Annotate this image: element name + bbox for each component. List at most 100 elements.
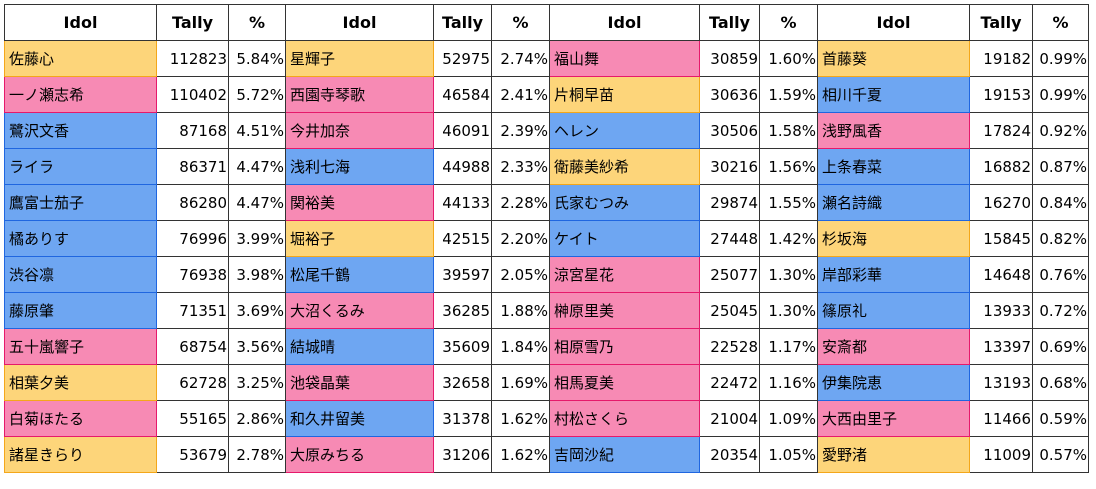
- idol-name-cell: 藤原肇: [4, 292, 157, 329]
- tally-cell: 22472: [699, 364, 760, 401]
- percent-cell: 1.05%: [759, 436, 818, 473]
- percent-header: %: [228, 4, 286, 41]
- table-row: 藤原肇 71351 3.69% 大沼くるみ 36285 1.88% 榊原里美 25045 1.3…: [4, 292, 1089, 329]
- percent-cell: 4.47%: [228, 148, 286, 185]
- percent-cell: 2.86%: [228, 400, 286, 437]
- percent-cell: 0.99%: [1032, 40, 1089, 77]
- tally-cell: 46091: [433, 112, 492, 149]
- tally-cell: 112823: [156, 40, 229, 77]
- tally-cell: 17824: [969, 112, 1033, 149]
- tally-cell: 13397: [969, 328, 1033, 365]
- ranking-board: Idol Tally % Idol Tally % Idol Tally % I…: [4, 4, 1089, 485]
- percent-cell: 1.62%: [491, 400, 550, 437]
- ranking-table: Idol Tally % Idol Tally % Idol Tally % I…: [4, 4, 1089, 473]
- idol-name-cell: 松尾千鶴: [285, 256, 434, 293]
- idol-name-cell: 村松さくら: [549, 400, 700, 437]
- idol-name-cell: 橘ありす: [4, 220, 157, 257]
- idol-name-cell: 篠原礼: [817, 292, 970, 329]
- table-row: 相葉夕美 62728 3.25% 池袋晶葉 32658 1.69% 相馬夏美 22472 1.1…: [4, 364, 1089, 401]
- tally-header: Tally: [969, 4, 1033, 41]
- tally-cell: 30506: [699, 112, 760, 149]
- idol-name-cell: ライラ: [4, 148, 157, 185]
- percent-cell: 0.87%: [1032, 148, 1089, 185]
- table-row: 鷹富士茄子 86280 4.47% 関裕美 44133 2.28% 氏家むつみ 29874 1.…: [4, 184, 1089, 221]
- idol-name-cell: 大沼くるみ: [285, 292, 434, 329]
- tally-cell: 30216: [699, 148, 760, 185]
- percent-cell: 1.09%: [759, 400, 818, 437]
- tally-cell: 27448: [699, 220, 760, 257]
- tally-cell: 44133: [433, 184, 492, 221]
- idol-name-cell: ヘレン: [549, 112, 700, 149]
- percent-cell: 4.51%: [228, 112, 286, 149]
- tally-cell: 52975: [433, 40, 492, 77]
- idol-name-cell: 白菊ほたる: [4, 400, 157, 437]
- idol-name-cell: 和久井留美: [285, 400, 434, 437]
- idol-name-cell: 結城晴: [285, 328, 434, 365]
- tally-cell: 87168: [156, 112, 229, 149]
- tally-cell: 16882: [969, 148, 1033, 185]
- idol-name-cell: 五十嵐響子: [4, 328, 157, 365]
- percent-cell: 0.69%: [1032, 328, 1089, 365]
- percent-cell: 1.62%: [491, 436, 550, 473]
- table-row: 諸星きらり 53679 2.78% 大原みちる 31206 1.62% 吉岡沙紀 20354 1…: [4, 436, 1089, 473]
- idol-name-cell: 衛藤美紗希: [549, 148, 700, 185]
- percent-cell: 1.58%: [759, 112, 818, 149]
- percent-cell: 2.74%: [491, 40, 550, 77]
- percent-cell: 1.69%: [491, 364, 550, 401]
- tally-cell: 76938: [156, 256, 229, 293]
- tally-cell: 29874: [699, 184, 760, 221]
- header-row: Idol Tally % Idol Tally % Idol Tally % I…: [4, 4, 1089, 41]
- idol-name-cell: 今井加奈: [285, 112, 434, 149]
- idol-header: Idol: [4, 4, 157, 41]
- idol-name-cell: 諸星きらり: [4, 436, 157, 473]
- idol-name-cell: 涼宮星花: [549, 256, 700, 293]
- idol-name-cell: 佐藤心: [4, 40, 157, 77]
- tally-cell: 31378: [433, 400, 492, 437]
- table-row: ライラ 86371 4.47% 浅利七海 44988 2.33% 衛藤美紗希 30216 1.5…: [4, 148, 1089, 185]
- idol-name-cell: 堀裕子: [285, 220, 434, 257]
- idol-name-cell: 鷹富士茄子: [4, 184, 157, 221]
- percent-cell: 4.47%: [228, 184, 286, 221]
- idol-name-cell: 愛野渚: [817, 436, 970, 473]
- percent-cell: 2.20%: [491, 220, 550, 257]
- tally-cell: 13933: [969, 292, 1033, 329]
- percent-cell: 1.59%: [759, 76, 818, 113]
- percent-cell: 3.25%: [228, 364, 286, 401]
- percent-cell: 0.59%: [1032, 400, 1089, 437]
- idol-name-cell: 一ノ瀬志希: [4, 76, 157, 113]
- percent-cell: 0.76%: [1032, 256, 1089, 293]
- percent-cell: 5.84%: [228, 40, 286, 77]
- table-row: 一ノ瀬志希 110402 5.72% 西園寺琴歌 46584 2.41% 片桐早苗 30636…: [4, 76, 1089, 113]
- idol-name-cell: 片桐早苗: [549, 76, 700, 113]
- table-row: 五十嵐響子 68754 3.56% 結城晴 35609 1.84% 相原雪乃 22528 1.1…: [4, 328, 1089, 365]
- percent-cell: 5.72%: [228, 76, 286, 113]
- percent-cell: 0.68%: [1032, 364, 1089, 401]
- tally-cell: 76996: [156, 220, 229, 257]
- idol-name-cell: 伊集院恵: [817, 364, 970, 401]
- idol-name-cell: 渋谷凛: [4, 256, 157, 293]
- tally-cell: 30636: [699, 76, 760, 113]
- idol-name-cell: 大西由里子: [817, 400, 970, 437]
- tally-cell: 16270: [969, 184, 1033, 221]
- tally-cell: 21004: [699, 400, 760, 437]
- idol-name-cell: 瀬名詩織: [817, 184, 970, 221]
- percent-header: %: [491, 4, 550, 41]
- table-row: 白菊ほたる 55165 2.86% 和久井留美 31378 1.62% 村松さくら 21004…: [4, 400, 1089, 437]
- tally-cell: 11466: [969, 400, 1033, 437]
- idol-name-cell: ケイト: [549, 220, 700, 257]
- tally-cell: 42515: [433, 220, 492, 257]
- percent-header: %: [759, 4, 818, 41]
- percent-cell: 1.60%: [759, 40, 818, 77]
- idol-header: Idol: [817, 4, 970, 41]
- percent-cell: 1.42%: [759, 220, 818, 257]
- idol-name-cell: 浅利七海: [285, 148, 434, 185]
- idol-name-cell: 杉坂海: [817, 220, 970, 257]
- percent-cell: 1.16%: [759, 364, 818, 401]
- tally-header: Tally: [699, 4, 760, 41]
- idol-name-cell: 関裕美: [285, 184, 434, 221]
- idol-name-cell: 相葉夕美: [4, 364, 157, 401]
- idol-name-cell: 岸部彩華: [817, 256, 970, 293]
- idol-name-cell: 氏家むつみ: [549, 184, 700, 221]
- percent-cell: 2.05%: [491, 256, 550, 293]
- percent-cell: 2.78%: [228, 436, 286, 473]
